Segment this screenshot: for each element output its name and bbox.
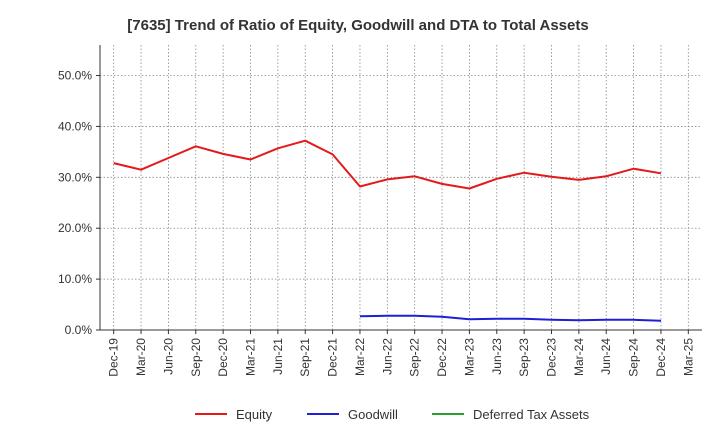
x-tick-label: Sep-23 bbox=[517, 338, 531, 377]
x-tick-label: Dec-24 bbox=[654, 338, 668, 377]
x-tick-label: Jun-22 bbox=[380, 338, 394, 375]
x-tick-label: Dec-21 bbox=[326, 338, 340, 377]
x-tick-label: Mar-22 bbox=[353, 338, 367, 376]
y-tick-label: 30.0% bbox=[58, 170, 92, 184]
x-tick-label: Mar-23 bbox=[462, 338, 476, 376]
x-tick-label: Dec-22 bbox=[435, 338, 449, 377]
series-line-goodwill bbox=[359, 314, 662, 322]
x-tick-label: Mar-25 bbox=[681, 338, 695, 376]
x-tick-label: Mar-24 bbox=[572, 338, 586, 376]
y-tick-label: 50.0% bbox=[58, 69, 92, 83]
series-line-equity bbox=[113, 139, 662, 190]
y-tick-label: 0.0% bbox=[65, 323, 93, 337]
x-tick-label: Mar-21 bbox=[244, 338, 258, 376]
x-tick-label: Dec-19 bbox=[107, 338, 121, 377]
legend-label-equity: Equity bbox=[236, 407, 273, 422]
axes bbox=[99, 45, 702, 331]
x-tick-label: Sep-20 bbox=[189, 338, 203, 377]
y-axis-ticks: 0.0% 10.0% 20.0% 30.0% 40.0% 50.0% bbox=[58, 69, 100, 337]
x-tick-label: Sep-21 bbox=[298, 338, 312, 377]
x-axis-ticks: Dec-19 Mar-20 Jun-20 Sep-20 Dec-20 Mar-21 Jun-… bbox=[107, 330, 695, 377]
y-tick-label: 20.0% bbox=[58, 221, 92, 235]
x-tick-label: Dec-23 bbox=[545, 338, 559, 377]
x-tick-label: Sep-24 bbox=[627, 338, 641, 377]
plot-area bbox=[100, 45, 702, 330]
y-tick-label: 10.0% bbox=[58, 272, 92, 286]
series-lines bbox=[113, 139, 662, 322]
x-tick-label: Mar-20 bbox=[134, 338, 148, 376]
legend-label-goodwill: Goodwill bbox=[348, 407, 398, 422]
x-tick-label: Jun-23 bbox=[490, 338, 504, 375]
plot-background bbox=[100, 45, 702, 330]
y-tick-label: 40.0% bbox=[58, 119, 92, 133]
x-tick-label: Jun-24 bbox=[599, 338, 613, 375]
legend: Equity Goodwill Deferred Tax Assets bbox=[195, 407, 590, 422]
chart-title: [7635] Trend of Ratio of Equity, Goodwil… bbox=[127, 17, 588, 34]
x-tick-label: Dec-20 bbox=[216, 338, 230, 377]
x-tick-label: Jun-20 bbox=[161, 338, 175, 375]
x-tick-label: Jun-21 bbox=[271, 338, 285, 375]
legend-label-deferred-tax-assets: Deferred Tax Assets bbox=[473, 407, 590, 422]
x-tick-label: Sep-22 bbox=[408, 338, 422, 377]
